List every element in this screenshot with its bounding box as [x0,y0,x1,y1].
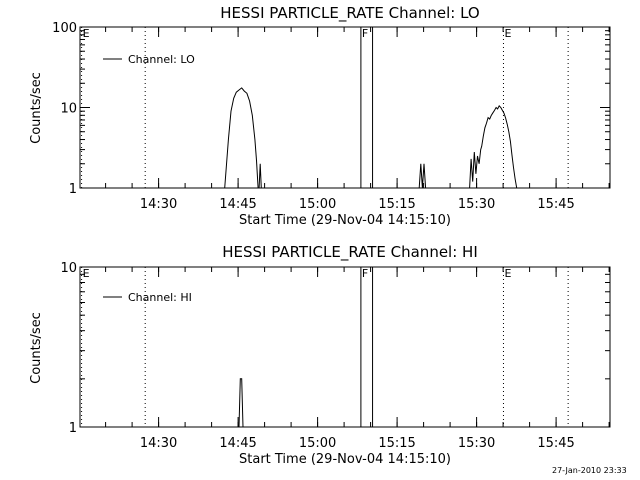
event-marker-label: E [83,267,90,280]
y-tick-label: 1 [69,182,77,197]
x-tick-label: 15:15 [378,436,415,451]
event-marker-label: F [362,27,368,40]
series-line [469,104,518,189]
series-line [224,87,259,189]
y-tick-label: 1 [69,421,77,436]
event-marker-label: E [504,267,511,280]
x-tick-label: 14:30 [140,197,177,212]
x-axis-label: Start Time (29-Nov-04 14:15:10) [239,452,451,467]
render-timestamp: 27-Jan-2010 23:33 [552,466,627,475]
x-axis-label: Start Time (29-Nov-04 14:15:10) [239,213,451,228]
series-line [258,163,262,189]
y-tick-label: 100 [52,21,77,36]
event-marker-label: F [362,267,368,280]
y-axis-label: Counts/sec [29,312,44,384]
x-tick-label: 15:30 [458,436,495,451]
x-tick-label: 14:45 [219,197,256,212]
y-axis-ticks: 1 10 100 [52,21,610,197]
x-tick-label: 15:45 [537,197,574,212]
x-tick-label: 14:45 [219,436,256,451]
chart-panel-lo: HESSI PARTICLE_RATE Channel: LO E F E 14:3… [29,4,611,228]
chart-title: HESSI PARTICLE_RATE Channel: HI [222,243,478,262]
plot-frame [79,26,611,189]
series-line [238,378,244,428]
x-tick-label: 15:30 [458,197,495,212]
chart-title: HESSI PARTICLE_RATE Channel: LO [220,4,479,23]
x-axis-ticks: 14:30 14:45 15:00 15:15 15:30 15:45 [105,267,610,451]
event-marker-label: E [83,27,90,40]
x-tick-label: 15:00 [299,436,336,451]
x-tick-label: 15:45 [537,436,574,451]
x-axis-ticks: 14:30 14:45 15:00 15:15 15:30 15:45 [105,27,610,212]
x-tick-label: 15:15 [378,197,415,212]
legend-label: Channel: HI [128,291,192,304]
y-tick-label: 10 [60,261,77,276]
y-tick-label: 10 [60,102,77,117]
legend-label: Channel: LO [128,53,195,66]
chart-panel-hi: HESSI PARTICLE_RATE Channel: HI E F E 14:3… [29,243,611,467]
y-axis-ticks: 1 10 [60,261,610,436]
x-tick-label: 15:00 [299,197,336,212]
y-axis-label: Counts/sec [29,72,44,144]
series-line [418,163,427,189]
plot-frame [79,266,611,428]
event-marker-label: E [504,27,511,40]
x-tick-label: 14:30 [140,436,177,451]
